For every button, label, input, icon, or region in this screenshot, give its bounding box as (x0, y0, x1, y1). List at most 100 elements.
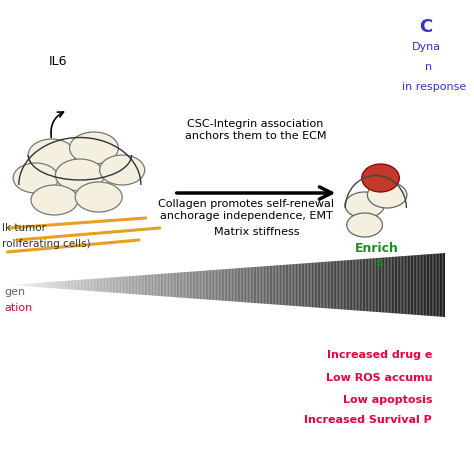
Polygon shape (424, 255, 425, 316)
Polygon shape (82, 280, 83, 291)
Polygon shape (364, 259, 365, 311)
Polygon shape (159, 274, 161, 296)
Polygon shape (248, 267, 249, 302)
Text: Collagen promotes self-renewal
anchorage independence, EMT: Collagen promotes self-renewal anchorage… (158, 199, 334, 221)
Polygon shape (352, 260, 354, 310)
Polygon shape (265, 266, 267, 304)
Polygon shape (194, 271, 195, 299)
Polygon shape (402, 256, 403, 314)
Polygon shape (86, 279, 88, 291)
Polygon shape (63, 281, 64, 289)
Polygon shape (335, 261, 337, 309)
Polygon shape (367, 259, 368, 311)
Polygon shape (162, 273, 164, 296)
Polygon shape (274, 265, 275, 304)
Polygon shape (118, 277, 120, 293)
Polygon shape (30, 283, 31, 287)
Polygon shape (49, 282, 50, 288)
Polygon shape (361, 259, 363, 311)
Polygon shape (368, 258, 370, 311)
Polygon shape (373, 258, 374, 312)
Polygon shape (97, 279, 98, 292)
Polygon shape (431, 254, 432, 316)
Polygon shape (437, 254, 438, 317)
Polygon shape (72, 280, 73, 290)
Polygon shape (172, 273, 173, 297)
Polygon shape (351, 260, 352, 310)
Polygon shape (201, 271, 203, 299)
Polygon shape (287, 264, 289, 305)
Polygon shape (371, 258, 373, 312)
Polygon shape (392, 257, 393, 313)
Polygon shape (139, 275, 140, 295)
Polygon shape (164, 273, 165, 296)
Polygon shape (81, 280, 82, 291)
Polygon shape (33, 283, 34, 287)
Text: ation: ation (5, 303, 33, 313)
Polygon shape (270, 266, 271, 304)
Polygon shape (190, 272, 191, 298)
Ellipse shape (347, 213, 383, 237)
Polygon shape (275, 265, 277, 305)
Polygon shape (210, 270, 211, 300)
Polygon shape (399, 256, 401, 314)
Polygon shape (438, 254, 439, 317)
Polygon shape (188, 272, 190, 298)
Polygon shape (38, 283, 40, 287)
Polygon shape (219, 270, 220, 301)
Polygon shape (130, 276, 131, 294)
Polygon shape (379, 258, 380, 312)
Polygon shape (283, 265, 284, 305)
Polygon shape (155, 274, 156, 296)
Polygon shape (312, 263, 313, 307)
Polygon shape (408, 255, 409, 314)
Polygon shape (297, 264, 299, 306)
Polygon shape (425, 255, 427, 316)
Polygon shape (341, 261, 342, 310)
Polygon shape (228, 269, 229, 301)
Polygon shape (396, 256, 397, 313)
Polygon shape (387, 257, 389, 313)
Polygon shape (136, 275, 137, 294)
Polygon shape (64, 281, 66, 289)
Polygon shape (185, 272, 187, 298)
Ellipse shape (367, 182, 407, 208)
Polygon shape (67, 281, 69, 289)
Polygon shape (204, 271, 206, 300)
Polygon shape (184, 272, 185, 298)
Polygon shape (365, 259, 367, 311)
Polygon shape (383, 257, 384, 312)
Polygon shape (44, 283, 46, 288)
Polygon shape (375, 258, 377, 312)
Polygon shape (211, 270, 213, 300)
Polygon shape (427, 254, 428, 316)
Polygon shape (78, 280, 79, 290)
Polygon shape (41, 283, 43, 287)
Polygon shape (339, 261, 341, 310)
Text: Low ROS accumu: Low ROS accumu (326, 373, 432, 383)
Polygon shape (363, 259, 364, 311)
Polygon shape (121, 277, 123, 293)
Text: C: C (419, 18, 432, 36)
Polygon shape (131, 276, 133, 294)
Polygon shape (200, 271, 201, 299)
Polygon shape (320, 262, 322, 308)
Polygon shape (182, 272, 184, 298)
Polygon shape (133, 276, 135, 294)
Polygon shape (296, 264, 297, 306)
Polygon shape (393, 257, 394, 313)
Polygon shape (289, 264, 290, 306)
Polygon shape (152, 274, 153, 296)
Polygon shape (21, 284, 22, 286)
Polygon shape (432, 254, 434, 316)
Polygon shape (147, 275, 149, 295)
Polygon shape (59, 281, 60, 289)
Polygon shape (416, 255, 418, 315)
Polygon shape (221, 269, 223, 301)
Polygon shape (259, 266, 261, 303)
Polygon shape (334, 261, 335, 309)
Polygon shape (28, 283, 30, 286)
Polygon shape (142, 275, 143, 295)
Polygon shape (111, 277, 113, 292)
Polygon shape (98, 278, 100, 292)
